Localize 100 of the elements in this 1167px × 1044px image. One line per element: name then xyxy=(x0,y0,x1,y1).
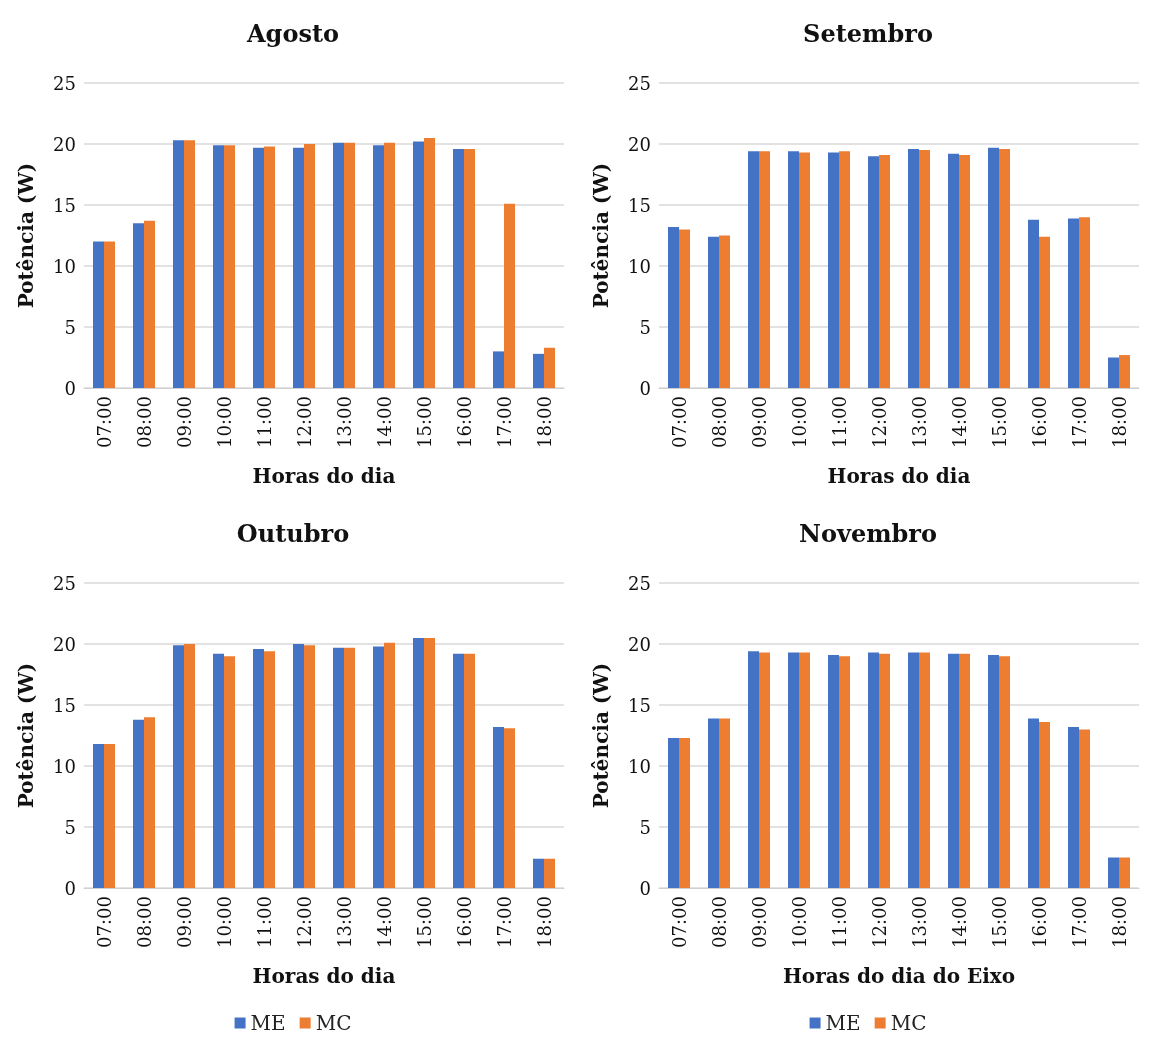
bar xyxy=(1119,355,1130,388)
bar xyxy=(253,648,264,888)
legend-label: MC xyxy=(890,1011,927,1035)
chart-title: Novembro xyxy=(799,518,937,548)
x-tick-label: 18:00 xyxy=(533,896,555,948)
x-tick-label: 12:00 xyxy=(293,396,315,448)
bar xyxy=(373,145,384,388)
bar xyxy=(799,652,810,888)
bar xyxy=(1028,718,1039,888)
bar xyxy=(799,152,810,388)
bar xyxy=(668,226,679,388)
bar xyxy=(384,142,395,388)
y-tick-label: 20 xyxy=(628,133,651,155)
bar xyxy=(93,241,104,388)
x-tick-label: 10:00 xyxy=(788,396,810,448)
x-axis-title: Horas do dia xyxy=(252,464,396,488)
bar xyxy=(464,653,475,888)
bar xyxy=(879,653,890,888)
bar xyxy=(144,717,155,888)
x-axis-title: Horas do dia xyxy=(827,464,971,488)
y-tick-label: 0 xyxy=(64,877,76,899)
bar xyxy=(679,737,690,888)
bar xyxy=(959,154,970,388)
x-tick-label: 09:00 xyxy=(748,396,770,448)
bar xyxy=(828,654,839,888)
bar xyxy=(384,642,395,888)
bar xyxy=(708,236,719,388)
y-axis-title: Potência (W) xyxy=(589,162,613,309)
y-tick-label: 10 xyxy=(628,755,651,777)
bar xyxy=(988,147,999,388)
chart-title: Agosto xyxy=(245,18,340,48)
x-tick-label: 08:00 xyxy=(133,396,155,448)
bar xyxy=(184,644,195,888)
bar xyxy=(344,647,355,888)
bar xyxy=(264,146,275,388)
y-tick-label: 10 xyxy=(628,255,651,277)
bar xyxy=(759,652,770,888)
bar xyxy=(304,645,315,888)
x-tick-label: 18:00 xyxy=(1108,396,1130,448)
x-tick-label: 11:00 xyxy=(253,396,275,448)
bar xyxy=(828,152,839,388)
bar xyxy=(173,140,184,388)
bar xyxy=(948,653,959,888)
x-tick-label: 17:00 xyxy=(493,896,515,948)
chart-title: Outubro xyxy=(236,518,350,548)
x-tick-label: 18:00 xyxy=(1108,896,1130,948)
x-tick-label: 14:00 xyxy=(373,396,395,448)
bar xyxy=(224,656,235,888)
x-tick-label: 16:00 xyxy=(453,896,475,948)
x-axis-title: Horas do dia xyxy=(252,964,396,988)
y-tick-label: 15 xyxy=(53,694,76,716)
x-tick-label: 13:00 xyxy=(333,396,355,448)
x-tick-label: 08:00 xyxy=(708,396,730,448)
bar xyxy=(293,147,304,388)
x-tick-label: 16:00 xyxy=(1028,396,1050,448)
x-tick-label: 08:00 xyxy=(133,896,155,948)
bar xyxy=(868,652,879,888)
y-tick-label: 0 xyxy=(639,377,651,399)
bar xyxy=(133,223,144,388)
y-tick-label: 5 xyxy=(639,316,651,338)
bar xyxy=(333,647,344,888)
bar xyxy=(544,858,555,888)
x-tick-label: 11:00 xyxy=(828,396,850,448)
x-tick-label: 15:00 xyxy=(413,396,435,448)
x-tick-label: 12:00 xyxy=(293,896,315,948)
x-tick-label: 09:00 xyxy=(748,896,770,948)
bar xyxy=(424,137,435,388)
x-tick-label: 09:00 xyxy=(173,396,195,448)
bar xyxy=(133,719,144,888)
x-tick-label: 15:00 xyxy=(988,896,1010,948)
y-tick-label: 5 xyxy=(64,316,76,338)
bar xyxy=(959,653,970,888)
bar xyxy=(839,151,850,388)
x-tick-label: 12:00 xyxy=(868,396,890,448)
bar xyxy=(413,141,424,388)
x-tick-label: 18:00 xyxy=(533,396,555,448)
bar xyxy=(333,142,344,388)
y-tick-label: 25 xyxy=(53,572,76,594)
bar xyxy=(293,644,304,888)
x-tick-label: 07:00 xyxy=(668,896,690,948)
bar xyxy=(948,153,959,388)
bar xyxy=(184,140,195,388)
y-tick-label: 10 xyxy=(53,755,76,777)
bar xyxy=(759,151,770,388)
bar xyxy=(908,652,919,888)
y-tick-label: 0 xyxy=(64,377,76,399)
bar xyxy=(788,151,799,388)
bar xyxy=(104,744,115,888)
bar xyxy=(1119,857,1130,888)
y-tick-label: 25 xyxy=(628,72,651,94)
bar xyxy=(1108,357,1119,388)
bar xyxy=(868,156,879,388)
bar xyxy=(1039,236,1050,388)
bar xyxy=(264,651,275,888)
bar xyxy=(999,656,1010,888)
bar xyxy=(748,151,759,388)
bar xyxy=(253,147,264,388)
bar xyxy=(424,637,435,888)
bar xyxy=(668,737,679,888)
bar xyxy=(748,651,759,888)
